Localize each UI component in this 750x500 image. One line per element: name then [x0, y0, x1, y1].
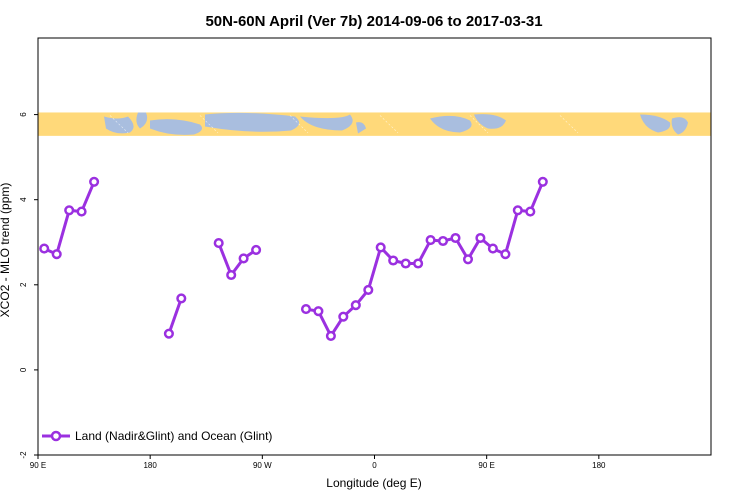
map-band-ocean-7: [474, 114, 506, 129]
map-band-border-2: [289, 115, 309, 134]
data-point-0-3-18: [525, 206, 536, 217]
map-band-ocean-4: [300, 114, 353, 131]
data-point-0-0-2: [64, 205, 75, 216]
y-tick-label-0: -2: [19, 451, 28, 459]
x-tick-label-5: 180: [592, 461, 606, 470]
legend: Land (Nadir&Glint) and Ocean (Glint): [42, 429, 272, 443]
data-point-0-3-10: [425, 235, 436, 246]
data-point-0-3-14: [475, 232, 486, 244]
data-point-0-3-11: [437, 235, 449, 247]
data-point-0-3-17: [512, 205, 523, 216]
data-point-0-3-5: [363, 284, 374, 295]
legend-marker: [50, 430, 62, 442]
y-tick-label-4: 6: [19, 112, 28, 117]
data-point-0-3-4: [350, 300, 361, 311]
x-tick-label-2: 90 W: [253, 461, 272, 470]
plot-frame: [37, 37, 712, 456]
map-band-ocean-1: [136, 112, 148, 129]
map-band-border-5: [559, 115, 579, 134]
data-point-0-3-16: [500, 249, 511, 260]
map-band-border-1: [199, 115, 219, 134]
data-point-0-2-0: [213, 238, 224, 249]
data-point-0-3-2: [325, 330, 336, 341]
series-line-0-2: [217, 242, 257, 277]
map-band-ocean-3: [205, 112, 300, 132]
data-point-0-0-3: [76, 206, 87, 217]
data-point-0-0-1: [51, 249, 62, 260]
data-point-0-3-9: [413, 258, 424, 269]
data-point-0-3-8: [400, 258, 411, 269]
data-point-0-1-0: [163, 328, 174, 339]
data-point-0-3-15: [487, 243, 498, 254]
x-tick-label-4: 90 E: [478, 461, 494, 470]
y-tick-label-2: 2: [19, 282, 28, 287]
data-point-0-3-3: [338, 311, 349, 322]
data-point-0-3-13: [462, 254, 474, 265]
data-point-0-3-0: [300, 304, 312, 315]
legend-label: Land (Nadir&Glint) and Ocean (Glint): [75, 429, 272, 443]
data-point-0-3-7: [388, 255, 399, 266]
y-axis-label: XCO2 - MLO trend (ppm): [0, 183, 12, 318]
map-band-ocean-2: [150, 119, 202, 135]
series-line-0-1: [167, 297, 183, 335]
x-axis-label: Longitude (deg E): [326, 476, 421, 490]
y-tick-label-1: 0: [19, 367, 28, 372]
map-band-ocean-6: [430, 115, 472, 133]
x-tick-label-3: 0: [372, 461, 377, 470]
data-point-0-2-2: [238, 253, 249, 264]
data-point-0-0-0: [39, 243, 50, 254]
series-line-0-0: [43, 181, 96, 256]
data-point-0-0-4: [89, 176, 100, 187]
data-point-0-1-1: [176, 293, 187, 304]
map-band-border-3: [379, 115, 399, 134]
map-band-border-0: [109, 115, 129, 134]
data-point-0-3-19: [537, 176, 548, 187]
map-band-ocean-8: [640, 114, 671, 133]
data-point-0-2-3: [251, 244, 262, 255]
map-band-ocean-5: [356, 122, 366, 134]
series-layer: [39, 176, 548, 341]
ticks-layer: -2 0 2 4 6 90 E 180 90 W 0 90 E 180: [19, 112, 606, 470]
map-band-border-4: [469, 115, 489, 134]
data-point-0-3-12: [450, 232, 461, 244]
data-point-0-2-1: [226, 269, 237, 281]
map-band: [38, 112, 711, 136]
x-tick-label-1: 180: [143, 461, 157, 470]
data-point-0-3-1: [313, 306, 324, 317]
map-band-ocean-0: [104, 116, 134, 134]
data-point-0-3-6: [375, 242, 386, 253]
x-tick-label-0: 90 E: [30, 461, 46, 470]
map-band-ocean-9: [671, 117, 688, 135]
y-tick-label-3: 4: [19, 197, 28, 202]
chart-title: 50N-60N April (Ver 7b) 2014-09-06 to 201…: [205, 13, 542, 30]
